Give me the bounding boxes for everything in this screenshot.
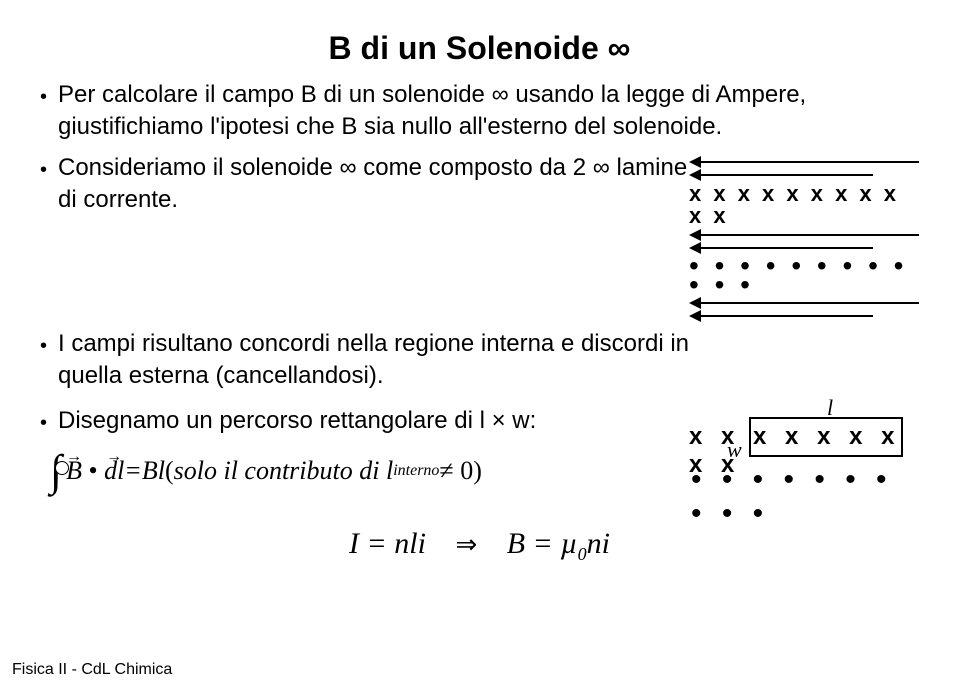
bullet-3: • I campi risultano concordi nella regio… bbox=[40, 328, 689, 393]
bullet-2: • Consideriamo il solenoide ∞ come compo… bbox=[40, 152, 689, 217]
result-equation: I = nli ⇒ B = µ0ni bbox=[40, 527, 919, 565]
dot-current-row: • • • • • • • • • • • • bbox=[689, 256, 919, 295]
field-arrow bbox=[689, 230, 919, 240]
vec-B: →B bbox=[66, 456, 82, 486]
eq-text: solo il contributo di l bbox=[174, 456, 394, 486]
solenoid-diagram: x x x x x x x x x x x • • • • • • • • • … bbox=[689, 148, 919, 324]
bullet-3-text: I campi risultano concordi nella regione… bbox=[58, 328, 689, 393]
eq-Bl: Bl bbox=[142, 456, 165, 486]
rectangle-diagram: l w x x x x x x x x x • • • • • • • • • … bbox=[679, 401, 919, 521]
field-arrow bbox=[689, 298, 919, 308]
field-arrow bbox=[689, 157, 919, 167]
eq-equals: = bbox=[124, 456, 142, 486]
page-title: B di un Solenoide ∞ bbox=[40, 30, 919, 67]
bullet-2-text: Consideriamo il solenoide ∞ come compost… bbox=[58, 152, 689, 217]
field-arrow bbox=[689, 243, 873, 253]
sub-zero: 0 bbox=[578, 544, 587, 564]
implies-icon: ⇒ bbox=[455, 530, 477, 559]
field-arrow bbox=[689, 170, 873, 180]
integral-equation: ∫ →B • →dl = Bl ( solo il contributo di … bbox=[50, 445, 679, 496]
bullet-dot: • bbox=[40, 328, 58, 393]
eq-sub: interno bbox=[393, 462, 439, 480]
bullet-dot: • bbox=[40, 79, 58, 144]
eq-ni: ni bbox=[587, 527, 610, 560]
eq-I: I = nli bbox=[349, 527, 426, 560]
eq-tail: ≠ 0) bbox=[439, 456, 481, 486]
eq-B-eq: B = bbox=[507, 527, 561, 560]
footer-text: Fisica II - CdL Chimica bbox=[12, 661, 172, 679]
eq-open: ( bbox=[165, 456, 174, 486]
field-arrow bbox=[689, 311, 873, 321]
bullet-dot: • bbox=[40, 405, 58, 437]
bullet-4-text: Disegnamo un percorso rettangolare di l … bbox=[58, 405, 679, 437]
bullet-1: • Per calcolare il campo B di un solenoi… bbox=[40, 79, 919, 144]
bullet-dot: • bbox=[40, 152, 58, 217]
mu-symbol: µ bbox=[560, 527, 577, 560]
dot-row-2: • • • • • • • • • • bbox=[691, 463, 919, 531]
oint-symbol: ∫ bbox=[50, 445, 62, 496]
bullet-4: • Disegnamo un percorso rettangolare di … bbox=[40, 405, 679, 437]
x-current-row: x x x x x x x x x x x bbox=[689, 183, 919, 227]
bullet-1-text: Per calcolare il campo B di un solenoide… bbox=[58, 79, 919, 144]
vec-dl: →dl bbox=[104, 456, 124, 486]
